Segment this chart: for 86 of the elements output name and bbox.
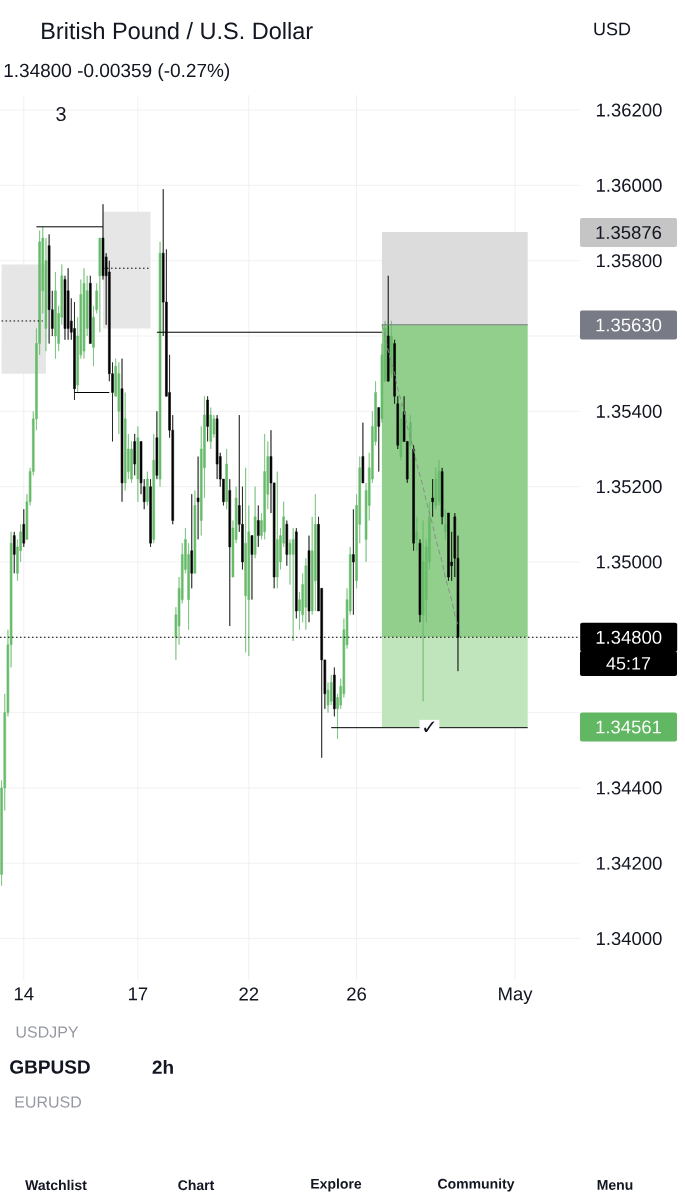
candlestick [399,403,403,461]
candlestick [440,467,444,525]
candlestick [263,433,266,540]
candlestick [136,426,140,503]
candlestick [146,471,149,506]
candlestick [250,535,254,600]
candlestick [387,275,390,382]
candlestick [307,535,311,623]
x-tick-label: 22 [239,987,259,1001]
text: Chart [178,1179,215,1191]
y-tick-label: 1.35000 [596,555,662,569]
candlestick [361,422,365,484]
candlestick [291,527,295,642]
candlestick [158,241,162,487]
y-tick-label: 1.36200 [596,103,662,117]
x-tick-label: 26 [347,987,367,1001]
candlestick [133,433,136,476]
annotation: 3 [56,106,66,122]
candlestick [257,505,260,548]
text: Menu [597,1180,633,1190]
candlestick [276,471,279,589]
text: USD [594,22,631,36]
y-tick-label: 1.34000 [596,932,662,946]
candlestick [418,539,422,623]
annotation: ✓ [424,721,435,733]
chart-title: British Pound / U.S. Dollar [42,21,313,40]
candlestick [225,448,228,510]
text: 1.34561 [596,720,662,734]
candlestick [412,444,415,551]
candlestick [206,395,209,442]
candlestick [193,490,197,574]
candlestick [333,667,336,717]
y-tick-label: 1.35200 [596,480,662,494]
text: Explore [311,1178,362,1192]
text: USDJPY [16,1026,79,1038]
candlestick [82,267,86,359]
text: Watchlist [25,1179,87,1191]
candlestick [190,493,193,589]
candlestick [390,320,393,378]
candlestick [415,516,419,551]
candlestick [98,237,102,333]
text: 45:17 [606,657,651,670]
candlestick [377,407,380,472]
y-tick-label: 1.35400 [596,404,662,418]
candlestick [13,531,16,574]
candlestick [352,508,355,615]
candlestick [437,459,441,506]
chart-subtitle: 1.34800 -0.00359 (-0.27%) [4,63,230,81]
text: Community [438,1178,515,1192]
candlestick [285,520,289,567]
candlestick [244,467,247,653]
candlestick [152,433,155,544]
y-tick-label: 1.36000 [596,178,662,192]
candlestick [149,478,152,548]
candlestick [155,411,159,480]
candlestick [22,508,26,548]
candlestick [228,478,232,627]
y-tick-label: 1.34400 [596,781,662,795]
candlestick [447,512,450,582]
candlestick [295,527,298,619]
candlestick [444,508,447,540]
ref-line-label: 1.34800 [596,630,662,644]
candlestick [47,234,51,344]
text: 1.35630 [596,318,662,332]
text: EURUSD [15,1096,82,1108]
candlestick [54,271,57,359]
candlestick [421,520,425,702]
candlestick [209,407,213,450]
y-tick-label: 1.35800 [596,254,662,268]
candlestick [304,557,308,631]
candlestick [123,392,127,491]
text: 1.35876 [596,225,662,240]
text: 2h [152,1060,173,1074]
candlestick [66,267,70,341]
x-tick-label: May [499,987,533,1005]
x-tick-label: 17 [128,987,148,1001]
candlestick [431,478,434,518]
candlestick [196,456,200,540]
x-tick-label: 14 [14,987,34,1001]
candlestick [314,493,317,612]
candlestick [253,486,257,559]
text: GBPUSD [10,1060,90,1074]
y-tick-label: 1.34200 [596,856,662,870]
candlestick [89,275,92,344]
candlestick [117,362,121,435]
candlestick [120,358,124,503]
